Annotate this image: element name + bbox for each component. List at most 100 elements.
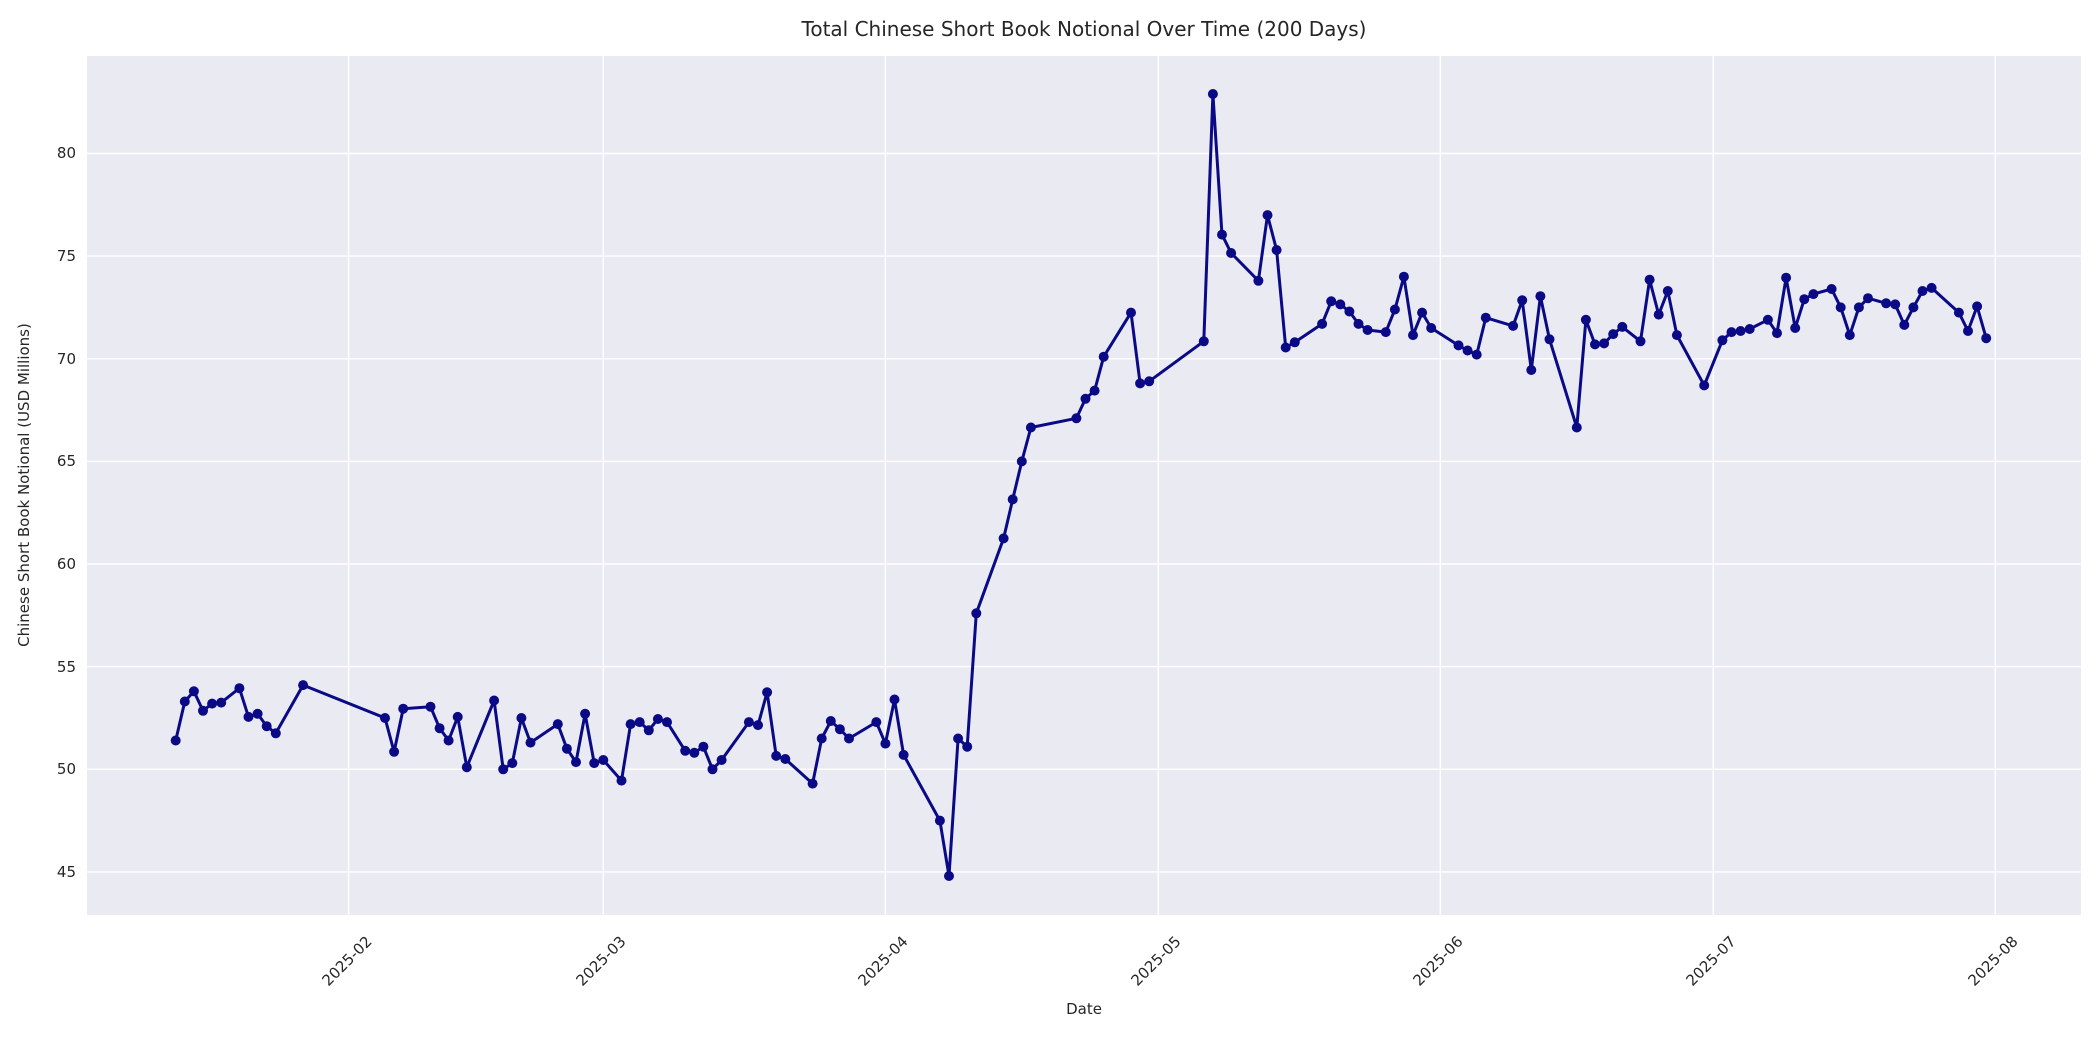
- y-axis-label: Chinese Short Book Notional (USD Million…: [15, 323, 33, 647]
- data-point: [662, 717, 672, 728]
- data-point: [1544, 334, 1555, 345]
- y-tick-label: 60: [56, 555, 76, 573]
- data-point: [1926, 282, 1937, 293]
- data-point: [461, 762, 472, 773]
- data-point: [962, 741, 973, 752]
- y-tick-label: 50: [56, 760, 76, 779]
- data-point: [452, 711, 463, 722]
- data-point: [698, 741, 709, 752]
- data-point: [261, 721, 272, 732]
- data-point: [507, 758, 518, 769]
- data-point: [1735, 326, 1746, 336]
- x-tick-label: 2025-05: [1127, 932, 1185, 990]
- data-point: [443, 735, 454, 746]
- data-point: [1126, 307, 1136, 318]
- data-point: [216, 697, 227, 708]
- data-point: [1471, 349, 1482, 360]
- data-point: [1580, 314, 1591, 325]
- data-point: [1953, 307, 1964, 318]
- data-point: [389, 746, 400, 757]
- data-point: [1016, 456, 1027, 467]
- data-point: [816, 733, 827, 744]
- data-point: [871, 717, 882, 728]
- data-line: [174, 92, 1988, 878]
- data-point: [1462, 345, 1473, 356]
- data-point: [489, 695, 500, 706]
- data-point: [934, 815, 945, 826]
- data-point: [1662, 286, 1673, 296]
- y-tick-label: 80: [56, 144, 76, 163]
- data-point: [1262, 210, 1273, 221]
- data-point: [1671, 330, 1682, 341]
- data-point: [252, 708, 263, 719]
- data-point: [1226, 248, 1237, 258]
- data-point: [580, 708, 591, 719]
- data-point: [1590, 339, 1600, 350]
- data-point: [1380, 327, 1391, 338]
- data-point: [1635, 336, 1646, 347]
- data-point: [380, 713, 390, 723]
- data-point: [1271, 245, 1282, 255]
- data-point: [1280, 342, 1291, 353]
- data-point: [1344, 306, 1355, 317]
- data-point: [1389, 304, 1400, 315]
- line-chart: [87, 56, 2081, 915]
- data-point: [1972, 301, 1983, 312]
- data-point: [1826, 284, 1837, 294]
- data-point: [1326, 296, 1337, 307]
- data-point: [716, 755, 727, 765]
- data-point: [998, 533, 1009, 544]
- data-point: [434, 723, 445, 734]
- data-point: [680, 745, 691, 756]
- data-point: [270, 728, 281, 739]
- data-point: [561, 743, 572, 754]
- data-point: [1417, 307, 1428, 318]
- data-point: [689, 747, 700, 758]
- data-point: [571, 757, 581, 768]
- data-point: [1881, 298, 1892, 309]
- data-point: [625, 719, 636, 730]
- data-point: [889, 694, 900, 705]
- data-point: [198, 705, 208, 716]
- data-point: [1981, 333, 1992, 344]
- data-point: [1917, 286, 1928, 296]
- data-point: [1508, 320, 1519, 331]
- data-point: [743, 717, 754, 728]
- x-tick-label: 2025-03: [572, 932, 630, 990]
- data-point: [425, 701, 436, 712]
- x-tick-label: 2025-06: [1409, 932, 1467, 990]
- data-point: [1135, 378, 1146, 389]
- data-point: [298, 680, 309, 691]
- y-tick-label: 75: [56, 247, 76, 266]
- chart-title: Total Chinese Short Book Notional Over T…: [801, 17, 1367, 41]
- data-point: [1863, 293, 1873, 304]
- x-tick-label: 2025-08: [1964, 932, 2022, 990]
- data-point: [207, 698, 218, 709]
- data-point: [1772, 328, 1782, 339]
- data-point: [1207, 89, 1218, 99]
- data-point: [643, 725, 654, 736]
- data-point: [1517, 295, 1528, 306]
- data-point: [753, 720, 763, 731]
- data-point: [707, 764, 718, 775]
- data-point: [589, 758, 600, 769]
- x-tick-label: 2025-04: [854, 932, 912, 990]
- data-point: [598, 755, 609, 765]
- data-point: [1253, 275, 1264, 286]
- data-point: [170, 735, 181, 746]
- y-tick-label: 55: [56, 657, 76, 676]
- data-point: [1198, 336, 1209, 347]
- data-point: [898, 749, 909, 760]
- data-point: [1408, 330, 1418, 341]
- data-point: [880, 738, 891, 749]
- data-point: [1335, 299, 1346, 310]
- y-tick-label: 65: [56, 452, 76, 471]
- data-point: [1726, 327, 1737, 338]
- data-point: [971, 608, 982, 619]
- x-axis-label: Date: [1066, 1000, 1102, 1018]
- data-point: [243, 711, 254, 722]
- data-point: [1890, 299, 1901, 310]
- plot-area: [87, 56, 2081, 915]
- data-point: [844, 733, 854, 744]
